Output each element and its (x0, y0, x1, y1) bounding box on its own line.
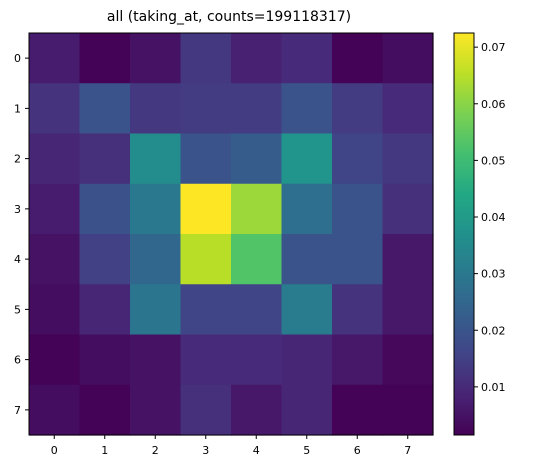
heatmap-cell (29, 83, 81, 135)
heatmap-cell (180, 133, 232, 185)
heatmap-cell (180, 234, 232, 285)
y-tick-label: 2 (14, 153, 21, 166)
x-tick-label: 2 (152, 444, 159, 457)
x-tick-label: 1 (101, 444, 108, 457)
heatmap-cell (29, 384, 81, 436)
heatmap-cell (332, 384, 384, 436)
x-tick-label: 7 (404, 444, 411, 457)
heatmap-cell (130, 33, 182, 84)
colorbar-tick-label: 0.05 (481, 154, 506, 167)
heatmap-cell (130, 234, 182, 285)
heatmap-cell (281, 384, 333, 436)
heatmap-cell (382, 33, 434, 84)
heatmap-cell (281, 183, 333, 235)
heatmap-cell (281, 83, 333, 135)
colorbar-tick-label: 0.07 (481, 41, 506, 54)
heatmap-cell (231, 234, 283, 285)
heatmap-cell (180, 284, 232, 336)
y-tick-label: 3 (14, 203, 21, 216)
heatmap-cell (130, 284, 182, 336)
heatmap-cell (231, 284, 283, 336)
heatmap-cell (332, 284, 384, 336)
heatmap-cell (29, 183, 81, 235)
x-tick-label: 4 (253, 444, 260, 457)
heatmap-cell (29, 334, 81, 386)
heatmap-cell (382, 384, 434, 436)
y-tick-label: 1 (14, 102, 21, 115)
heatmap-cell (130, 133, 182, 185)
heatmap-cell (130, 83, 182, 135)
heatmap-cell (382, 334, 434, 386)
x-tick-label: 0 (51, 444, 58, 457)
heatmap-cell (29, 284, 81, 336)
colorbar-tick-label: 0.06 (481, 98, 506, 111)
y-tick-label: 0 (14, 52, 21, 65)
y-tick-label: 6 (14, 354, 21, 367)
heatmap-cell (231, 33, 283, 84)
heatmap-cell (180, 334, 232, 386)
heatmap-cell (180, 183, 232, 235)
heatmap-cell (382, 234, 434, 285)
heatmap-cell (29, 133, 81, 185)
heatmap-cell (332, 83, 384, 135)
heatmap-cell (130, 334, 182, 386)
heatmap-cell (231, 83, 283, 135)
y-tick-label: 7 (14, 404, 21, 417)
heatmap-cell (231, 133, 283, 185)
heatmap-cell (332, 33, 384, 84)
heatmap-cell (79, 234, 131, 285)
heatmap-cell (29, 234, 81, 285)
colorbar-gradient (453, 32, 475, 436)
heatmap-cell (281, 33, 333, 84)
colorbar: 0.01 0.02 0.03 0.04 0.05 0.06 0.07 (453, 32, 506, 436)
heatmap-cell (79, 83, 131, 135)
colorbar-tick-label: 0.03 (481, 268, 506, 281)
heatmap-cell (79, 334, 131, 386)
heatmap-cell (79, 183, 131, 235)
heatmap-cell (332, 334, 384, 386)
heatmap-cell (130, 183, 182, 235)
heatmap-cell (281, 334, 333, 386)
heatmap-cell (281, 133, 333, 185)
heatmap-cell (29, 33, 81, 84)
heatmap-cell (79, 133, 131, 185)
x-tick-label: 3 (202, 444, 209, 457)
heatmap-cell (332, 183, 384, 235)
heatmap-cell (231, 334, 283, 386)
heatmap-cell (180, 384, 232, 436)
heatmap-cell (79, 284, 131, 336)
heatmap-cell (382, 284, 434, 336)
y-tick-label: 4 (14, 253, 21, 266)
heatmap-cell (79, 384, 131, 436)
heatmap-cell (79, 33, 131, 84)
heatmap-cells (29, 33, 434, 436)
heatmap-cell (332, 133, 384, 185)
heatmap-cell (382, 133, 434, 185)
x-axis-ticks: 0 1 2 3 4 5 6 7 (51, 435, 411, 457)
x-tick-label: 5 (303, 444, 310, 457)
heatmap-cell (382, 183, 434, 235)
heatmap-cell (332, 234, 384, 285)
colorbar-tick-label: 0.04 (481, 211, 506, 224)
y-axis-ticks: 0 1 2 3 4 5 6 7 (14, 52, 29, 417)
y-tick-label: 5 (14, 303, 21, 316)
heatmap-cell (231, 183, 283, 235)
heatmap-cell (281, 284, 333, 336)
x-tick-label: 6 (354, 444, 361, 457)
chart-title: all (taking_at, counts=199118317) (107, 9, 351, 25)
plot-frame (28, 32, 434, 436)
heatmap-cell (130, 384, 182, 436)
colorbar-tick-label: 0.01 (481, 381, 506, 394)
heatmap-cell (180, 33, 232, 84)
heatmap-cell (231, 384, 283, 436)
heatmap-cell (281, 234, 333, 285)
colorbar-tick-label: 0.02 (481, 324, 506, 337)
heatmap-cell (180, 83, 232, 135)
heatmap-cell (382, 83, 434, 135)
